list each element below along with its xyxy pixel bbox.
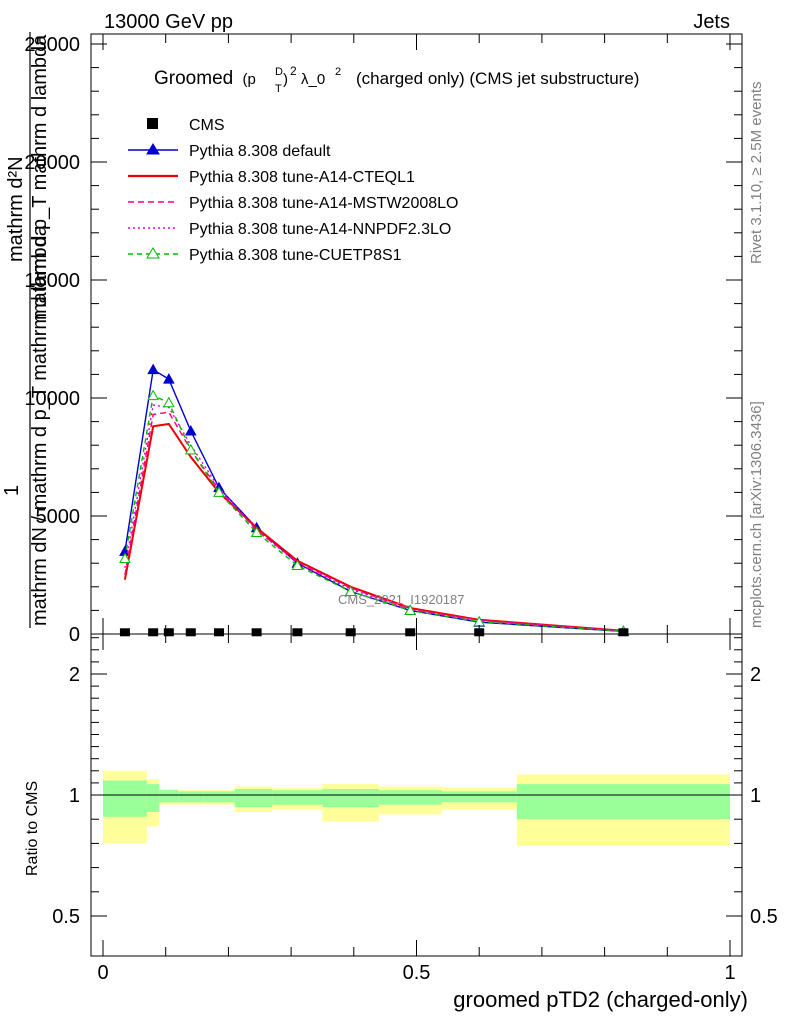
ratio-band-inner (178, 791, 204, 803)
legend-label: Pythia 8.308 tune-CUETP8S1 (189, 247, 402, 264)
title-sub-t: T (275, 83, 282, 95)
cms-data-point (251, 628, 262, 637)
ratio-y-tick-label: 0.5 (52, 906, 80, 928)
legend-label: Pythia 8.308 tune-A14-MSTW2008LO (189, 195, 458, 212)
rivet-label: Rivet 3.1.10, ≥ 2.5M events (748, 82, 765, 265)
cms-data-point (185, 628, 196, 637)
ratio-y-ticks: 0.5 0.5 1 1 2 2 (52, 637, 778, 928)
ratio-band-inner (272, 790, 323, 805)
ratio-y-tick-label: 2 (69, 664, 80, 686)
ylabel-top: mathrm d²N (5, 156, 27, 262)
ylabel-bottom: mathrm d p_T mathrm d lambda (29, 34, 51, 320)
ratio-band-inner (159, 790, 179, 803)
series-marker-default (184, 425, 197, 436)
ylabel-numerator: 1 (1, 485, 23, 496)
ratio-plot-content (91, 770, 742, 846)
cms-data-point (148, 628, 159, 637)
series-marker-cuetp8s1 (119, 552, 131, 563)
title-suffix: (charged only) (CMS jet substructure) (356, 69, 639, 88)
ratio-y-tick-label-right: 2 (750, 664, 761, 686)
series-marker-cuetp8s1 (344, 585, 357, 597)
analysis-watermark: CMS_2021_I1920187 (338, 592, 465, 607)
legend-label: Pythia 8.308 default (189, 143, 331, 160)
energy-label: 13000 GeV pp (104, 11, 233, 33)
ratio-y-tick-label: 1 (69, 785, 80, 807)
ratio-band-inner (103, 780, 147, 817)
series-marker-cuetp8s1 (291, 559, 304, 571)
series-marker-cuetp8s1 (162, 396, 175, 408)
series-marker-cuetp8s1 (404, 604, 417, 615)
legend-marker-cuetp8s1 (146, 247, 160, 259)
title-sup-2b: 2 (335, 66, 341, 78)
ratio-y-tick-label-right: 0.5 (750, 906, 778, 928)
x-tick-label: 0 (97, 962, 108, 984)
title-close-paren: ) (283, 71, 288, 88)
legend-label: CMS (189, 117, 225, 134)
title-sup-2: 2 (290, 64, 297, 78)
cms-data-point (405, 628, 416, 637)
series-marker-default (147, 363, 160, 375)
title-paren-p: (p (242, 71, 255, 88)
legend-marker-default (146, 143, 160, 155)
y-tick-label: 5000 (36, 506, 81, 528)
x-tick-label: 0.5 (403, 962, 431, 984)
x-tick-label: 1 (724, 962, 735, 984)
ratio-band-inner (146, 784, 160, 812)
main-y-axis-label: mathrm d²N mathrm d p_T mathrm d lambda … (1, 32, 51, 628)
mcplots-label: mcplots.cern.ch [arXiv:1306.3436] (748, 401, 765, 628)
svg-text:Groomed (p: Groomed (p (154, 68, 256, 89)
ratio-band-inner (203, 791, 235, 803)
ratio-band-inner (234, 788, 273, 808)
main-x-ticks (102, 34, 731, 634)
ratio-band-inner (441, 791, 517, 803)
legend-label: Pythia 8.308 tune-A14-NNPDF2.3LO (189, 221, 451, 238)
ratio-y-tick-label-right: 1 (750, 785, 761, 807)
cms-data-point (618, 628, 629, 637)
title-lambda: λ_0 (301, 71, 325, 88)
ratio-x-ticks: 0 0.5 1 (97, 634, 736, 984)
series-marker-cuetp8s1 (147, 389, 160, 401)
ratio-band-inner (322, 788, 379, 808)
cms-data-point (119, 628, 130, 637)
series-marker-default (162, 373, 175, 384)
x-axis-label: groomed pTD2 (charged-only) (453, 987, 748, 1012)
y-tick-label: 20000 (24, 152, 80, 174)
ratio-y-axis-label: Ratio to CMS (24, 781, 41, 876)
y-tick-label: 15000 (24, 270, 80, 292)
ratio-band-inner (516, 784, 730, 820)
ratio-plot-panel: 0.5 0.51 12 2 0 0.5 1 (52, 633, 778, 984)
ratio-band-inner (378, 790, 442, 805)
legend-marker-cms (147, 118, 158, 129)
cms-data-point (213, 628, 224, 637)
y-tick-label: 10000 (24, 388, 80, 410)
y-tick-label: 25000 (24, 34, 80, 56)
series-marker-cuetp8s1 (184, 443, 197, 455)
main-plot-panel: 0 5000 10000 15000 20000 25000 (24, 33, 743, 646)
cms-data-point (345, 628, 356, 637)
cms-data-point (163, 628, 174, 637)
title-sup-d: D (275, 66, 283, 78)
cms-data-point (292, 628, 303, 637)
y-tick-label: 0 (69, 624, 80, 646)
title-prefix: Groomed (154, 68, 233, 89)
series-marker-cuetp8s1 (213, 486, 225, 497)
legend: CMS Pythia 8.308 default Pythia 8.308 tune… (128, 117, 458, 264)
main-y-ticks: 0 5000 10000 15000 20000 25000 (24, 34, 742, 646)
process-label: Jets (693, 11, 730, 33)
ylabel-denominator: mathrm dN / mathrm d p_T mathrm d lambda (29, 224, 51, 626)
legend-label: Pythia 8.308 tune-A14-CTEQL1 (189, 169, 415, 186)
series-marker-cuetp8s1 (250, 526, 263, 538)
plot-title: Groomed (p D T ) 2 λ_0 2 (charged only) … (154, 64, 639, 95)
